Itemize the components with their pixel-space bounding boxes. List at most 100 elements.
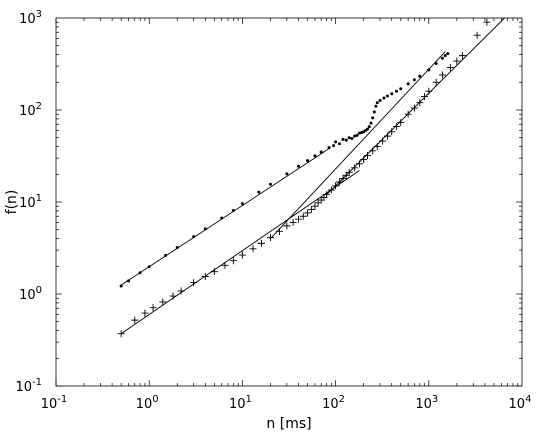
plus-point — [169, 292, 177, 300]
fit-lines — [120, 17, 505, 335]
plus-point — [295, 215, 303, 223]
plus-point — [149, 304, 157, 312]
plus-point — [238, 251, 246, 259]
plus-point — [360, 155, 368, 163]
plus-point — [483, 18, 491, 26]
plus-point — [404, 110, 412, 118]
plus-point — [304, 209, 312, 217]
plus-point — [379, 137, 387, 145]
plus-point — [289, 218, 297, 226]
dot-point — [175, 246, 179, 250]
plus-point — [351, 164, 359, 172]
dot-point — [378, 98, 382, 102]
plus-point — [307, 205, 315, 213]
plus-point — [327, 186, 335, 194]
plus-point — [159, 298, 167, 306]
plus-point — [210, 268, 218, 276]
dot-point — [434, 62, 438, 66]
dot-point — [285, 172, 289, 176]
dot-point — [257, 190, 261, 194]
y-tick-label: 103 — [19, 9, 42, 27]
plus-point — [425, 87, 433, 95]
x-tick-label: 101 — [229, 394, 252, 412]
dot-point — [341, 137, 345, 141]
plus-point — [249, 245, 257, 253]
dot-point — [147, 265, 151, 269]
y-tick-label: 10-1 — [15, 377, 42, 395]
dot-point — [355, 133, 359, 137]
dot-point — [192, 235, 196, 239]
dot-point — [443, 54, 447, 58]
plus-point — [438, 71, 446, 79]
x-tick-label: 10-1 — [41, 394, 68, 412]
plus-point — [299, 212, 307, 220]
dot-point — [119, 284, 123, 288]
x-axis-title: n [ms] — [266, 416, 311, 432]
dot-point — [385, 94, 389, 98]
plus-point — [332, 182, 340, 190]
dot-point — [313, 154, 317, 158]
plus-point — [432, 78, 440, 86]
plus-point — [323, 191, 331, 199]
y-tick-label: 100 — [19, 285, 42, 303]
dot-point — [332, 144, 336, 148]
plus-point — [392, 123, 400, 131]
y-axis-title: f(n) — [4, 190, 20, 215]
dot-point — [390, 92, 394, 96]
fit-line — [120, 148, 330, 286]
dot-point — [372, 110, 376, 114]
plus-point — [342, 171, 350, 179]
dot-point — [374, 104, 378, 108]
dot-point — [382, 96, 386, 100]
dot-point — [306, 159, 310, 163]
tick-marks — [55, 18, 522, 387]
dot-point — [353, 134, 357, 138]
dot-point — [319, 150, 323, 154]
dot-point — [406, 82, 410, 86]
x-tick-label: 103 — [415, 394, 438, 412]
plus-point — [311, 202, 319, 210]
plus-point — [229, 257, 237, 265]
dot-point — [366, 127, 370, 131]
plus-point — [446, 63, 454, 71]
plus-point — [459, 52, 467, 60]
plus-point — [190, 279, 198, 287]
dot-point — [394, 89, 398, 93]
y-tick-label: 101 — [19, 193, 42, 211]
plus-point — [141, 309, 149, 317]
dot-point — [220, 216, 224, 220]
plus-point — [131, 316, 139, 324]
y-tick-label: 102 — [19, 101, 42, 119]
dot-point — [297, 164, 301, 168]
dot-point — [427, 68, 431, 72]
plus-point — [410, 104, 418, 112]
plus-point — [383, 132, 391, 140]
dot-point — [418, 74, 422, 78]
x-tick-label: 104 — [509, 394, 532, 412]
dot-point — [350, 137, 354, 141]
plus-point — [339, 175, 347, 183]
plus-point — [373, 143, 381, 151]
dot-point — [375, 101, 379, 105]
dot-point — [138, 271, 142, 275]
plus-point — [453, 57, 461, 65]
dot-point — [268, 182, 272, 186]
fit-line — [326, 17, 505, 196]
x-tick-labels: 10-1 100 101 102 103 104 — [41, 394, 532, 412]
fit-line — [270, 51, 446, 239]
plus-point — [388, 128, 396, 136]
dot-point — [127, 279, 131, 283]
dot-point — [164, 253, 168, 257]
data-points — [117, 18, 491, 338]
dot-point — [334, 140, 338, 144]
dot-point — [344, 138, 348, 142]
plus-point — [201, 272, 209, 280]
plus-point — [473, 31, 481, 39]
plus-point — [369, 147, 377, 155]
plus-point — [266, 234, 274, 242]
dot-point — [399, 87, 403, 91]
dot-point — [446, 52, 450, 56]
dot-point — [327, 146, 331, 150]
dot-point — [203, 227, 207, 231]
